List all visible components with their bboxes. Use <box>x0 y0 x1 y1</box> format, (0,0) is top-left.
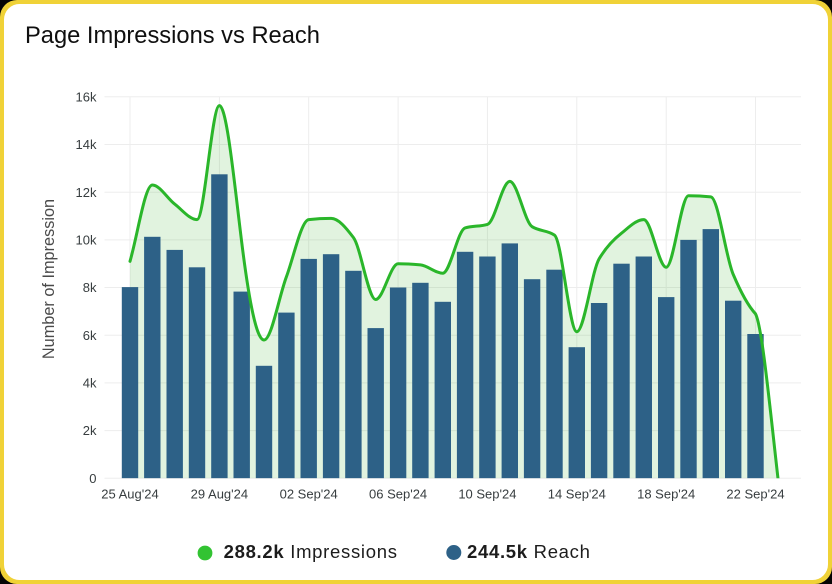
svg-text:29 Aug'24: 29 Aug'24 <box>191 487 248 502</box>
svg-text:14 Sep'24: 14 Sep'24 <box>548 487 606 502</box>
svg-text:12k: 12k <box>76 185 97 200</box>
svg-text:8k: 8k <box>83 280 97 295</box>
svg-text:Page Impressions vs Reach: Page Impressions vs Reach <box>25 23 320 49</box>
svg-text:0: 0 <box>89 471 96 486</box>
svg-text:02 Sep'24: 02 Sep'24 <box>280 487 338 502</box>
svg-text:4k: 4k <box>83 376 97 391</box>
svg-text:06 Sep'24: 06 Sep'24 <box>369 487 427 502</box>
svg-text:16k: 16k <box>76 89 97 104</box>
svg-text:Number of Impression: Number of Impression <box>40 199 58 359</box>
svg-text:244.5k Reach: 244.5k Reach <box>467 541 591 562</box>
svg-text:10k: 10k <box>76 233 97 248</box>
svg-text:14k: 14k <box>76 137 97 152</box>
svg-text:288.2k Impressions: 288.2k Impressions <box>224 541 398 562</box>
svg-text:10 Sep'24: 10 Sep'24 <box>458 487 516 502</box>
svg-text:2k: 2k <box>83 423 97 438</box>
svg-text:6k: 6k <box>83 328 97 343</box>
svg-text:18 Sep'24: 18 Sep'24 <box>637 487 695 502</box>
svg-text:25 Aug'24: 25 Aug'24 <box>101 487 158 502</box>
svg-text:22 Sep'24: 22 Sep'24 <box>726 487 784 502</box>
